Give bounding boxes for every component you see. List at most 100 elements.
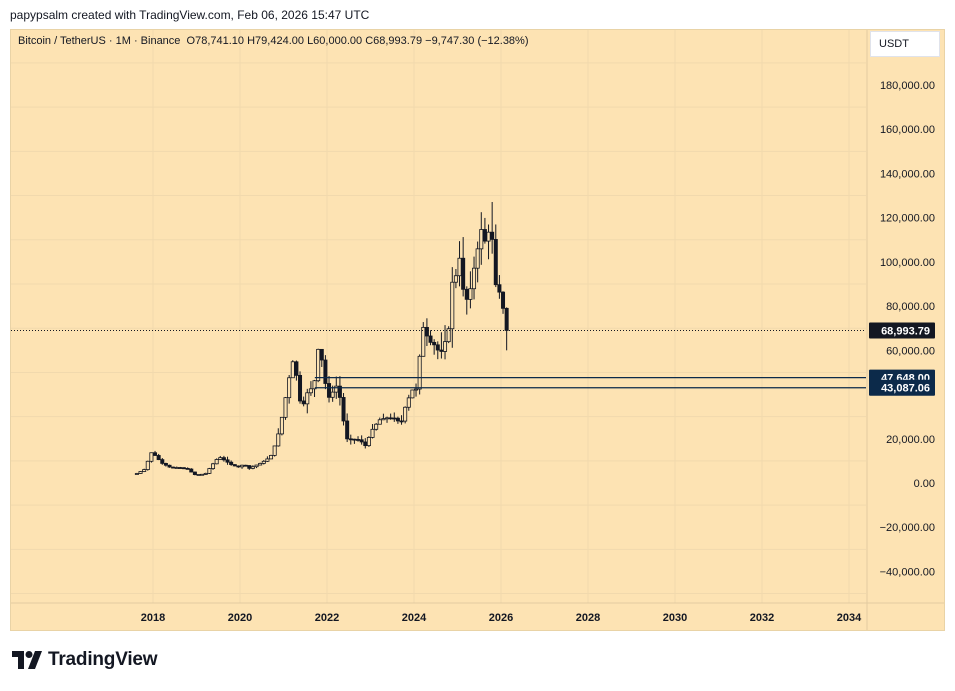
candle-body-down bbox=[424, 326, 429, 337]
candle bbox=[207, 467, 212, 475]
candle bbox=[243, 464, 248, 467]
candle bbox=[399, 415, 404, 425]
candle-body-down bbox=[337, 385, 342, 398]
candle bbox=[388, 413, 393, 420]
legend-change: −9,747.30 (−12.38%) bbox=[425, 35, 529, 47]
candle bbox=[370, 424, 375, 439]
candle-body-up bbox=[269, 454, 274, 460]
candle bbox=[493, 224, 498, 288]
candle bbox=[453, 269, 458, 289]
candle bbox=[319, 348, 324, 367]
y-tick-label: 100,000.00 bbox=[880, 257, 935, 269]
candle-body-up bbox=[214, 459, 219, 465]
candle-body-down bbox=[171, 466, 176, 469]
candle bbox=[501, 291, 506, 314]
candle bbox=[182, 467, 187, 470]
candle bbox=[439, 332, 444, 359]
candle-body-up bbox=[453, 275, 458, 283]
candle bbox=[203, 472, 208, 475]
candle-body-up bbox=[403, 406, 408, 422]
candle-body-up bbox=[385, 417, 390, 420]
candle-body-up bbox=[479, 229, 484, 250]
candle-body-down bbox=[356, 439, 361, 441]
candle-body-up bbox=[410, 389, 415, 399]
candle-body-down bbox=[160, 459, 165, 464]
candle bbox=[352, 438, 357, 444]
candle-body-up bbox=[417, 355, 422, 390]
candle-body-up bbox=[290, 361, 295, 379]
candle-body-up bbox=[374, 423, 379, 430]
candle bbox=[461, 237, 466, 297]
y-tick-label: −20,000.00 bbox=[880, 522, 935, 534]
candle-body-down bbox=[163, 462, 168, 466]
candle-body-down bbox=[247, 465, 252, 469]
chart-pane[interactable] bbox=[10, 29, 945, 631]
horizontal-levels[interactable] bbox=[11, 329, 866, 389]
current-price-tag-label: 68,993.79 bbox=[881, 325, 930, 337]
candle-body-down bbox=[482, 229, 487, 242]
candle-body-down bbox=[185, 467, 190, 470]
candle bbox=[298, 371, 303, 404]
candle bbox=[138, 471, 143, 474]
x-tick-label: 2032 bbox=[750, 612, 774, 624]
candle bbox=[189, 468, 194, 473]
currency-unit-button[interactable]: USDT bbox=[870, 31, 940, 57]
candle-body-up bbox=[475, 248, 480, 269]
candle-body-down bbox=[345, 420, 350, 440]
candle-body-down bbox=[435, 344, 440, 351]
candle bbox=[211, 462, 216, 470]
y-tick-label: −40,000.00 bbox=[880, 566, 935, 578]
tradingview-icon bbox=[12, 651, 42, 669]
candle-body-up bbox=[334, 385, 339, 393]
candle-body-down bbox=[327, 383, 332, 398]
x-tick-label: 2026 bbox=[489, 612, 513, 624]
candle-body-down bbox=[490, 231, 495, 240]
candle bbox=[218, 455, 223, 460]
candle bbox=[156, 453, 161, 461]
candle-body-up bbox=[211, 463, 216, 469]
candle bbox=[160, 457, 165, 465]
candle bbox=[276, 428, 281, 447]
candle bbox=[294, 360, 299, 381]
candle bbox=[196, 474, 201, 476]
candle-body-up bbox=[305, 392, 310, 405]
candle-body-up bbox=[283, 397, 288, 418]
candle bbox=[305, 388, 310, 414]
candle-body-down bbox=[178, 467, 183, 469]
level-tag-2-label: 43,087.06 bbox=[881, 383, 930, 395]
candle bbox=[410, 389, 415, 399]
candle-body-up bbox=[486, 231, 491, 242]
candle bbox=[341, 393, 346, 426]
candle bbox=[363, 438, 368, 449]
x-tick-label: 2022 bbox=[315, 612, 339, 624]
candle-body-up bbox=[254, 464, 259, 468]
candle bbox=[301, 396, 306, 407]
candle bbox=[214, 458, 219, 465]
legend-low: L60,000.00 bbox=[307, 35, 363, 47]
x-tick-label: 2020 bbox=[228, 612, 252, 624]
candle-body-up bbox=[240, 464, 245, 468]
candle-body-up bbox=[472, 267, 477, 290]
candle bbox=[240, 464, 245, 469]
candle bbox=[403, 406, 408, 424]
x-tick-label: 2030 bbox=[663, 612, 687, 624]
candle-body-down bbox=[428, 335, 433, 343]
candle bbox=[323, 355, 328, 390]
y-tick-label: 80,000.00 bbox=[886, 301, 935, 313]
legend-close: C68,993.79 bbox=[365, 35, 423, 47]
x-tick-label: 2018 bbox=[141, 612, 165, 624]
candle-body-up bbox=[366, 437, 371, 447]
candle-body-up bbox=[203, 472, 208, 475]
candle-body-up bbox=[468, 288, 473, 300]
current-price-tag-bg bbox=[869, 322, 935, 339]
x-tick-label: 2034 bbox=[837, 612, 862, 624]
candle bbox=[414, 383, 419, 397]
candle bbox=[486, 224, 491, 260]
candle bbox=[482, 217, 487, 244]
candle bbox=[174, 466, 179, 469]
candle bbox=[337, 376, 342, 406]
candle-body-up bbox=[145, 460, 150, 470]
candle-body-down bbox=[388, 417, 393, 420]
tradingview-logo[interactable]: TradingView bbox=[12, 649, 158, 671]
